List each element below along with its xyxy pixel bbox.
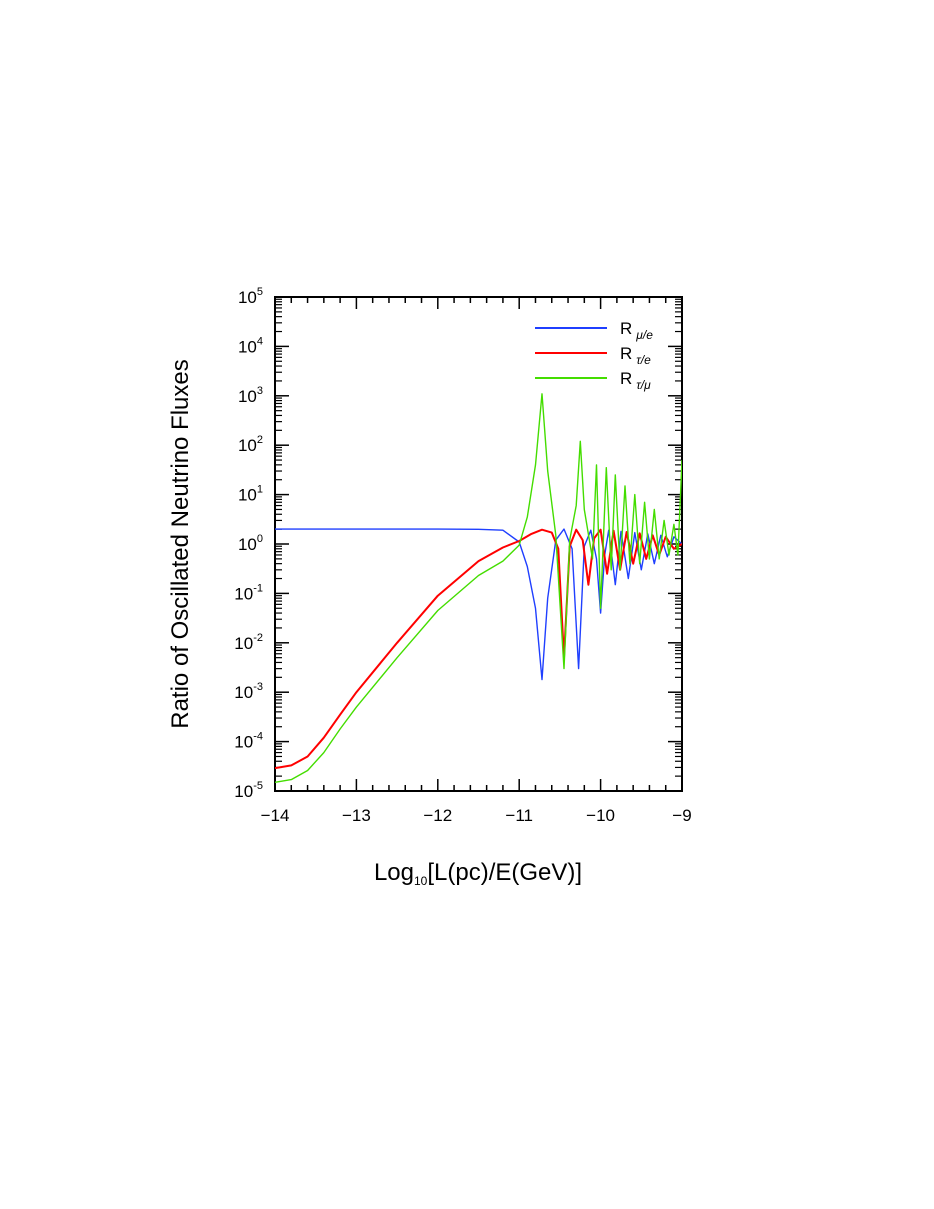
x-tick-labels: −14 −13 −12 −11 −10 −9 xyxy=(261,806,692,825)
y-tick-label: 10-4 xyxy=(234,731,263,752)
y-tick-base: 10 xyxy=(238,288,257,307)
y-tick-label: 104 xyxy=(238,335,263,356)
y-tick-exponent: 0 xyxy=(257,533,263,545)
y-tick-base: 10 xyxy=(234,584,253,603)
y-tick-base: 10 xyxy=(238,436,257,455)
y-tick-exponent: -4 xyxy=(253,731,263,743)
y-tick-exponent: -1 xyxy=(253,582,263,594)
x-tick-label: −12 xyxy=(423,806,452,825)
y-tick-base: 10 xyxy=(234,782,253,801)
x-tick-label: −10 xyxy=(586,806,615,825)
y-tick-exponent: -3 xyxy=(253,681,263,693)
y-tick-label: 105 xyxy=(238,286,263,307)
legend-label-sub: τ/μ xyxy=(636,378,651,392)
legend-label-main: R xyxy=(620,369,632,388)
y-tick-exponent: -2 xyxy=(253,632,263,644)
x-axis-title: Log10[L(pc)/E(GeV)] xyxy=(374,859,582,888)
y-tick-exponent: 3 xyxy=(257,385,263,397)
y-tick-exponent: -5 xyxy=(253,780,263,792)
y-tick-label: 10-2 xyxy=(234,632,263,653)
legend-label-main: R xyxy=(620,344,632,363)
y-tick-base: 10 xyxy=(238,535,257,554)
y-tick-base: 10 xyxy=(234,683,253,702)
x-axis-title-pre: Log xyxy=(374,859,414,886)
y-tick-label: 102 xyxy=(238,434,263,455)
x-axis-title-post: [L(pc)/E(GeV)] xyxy=(427,859,582,886)
x-tick-label: −14 xyxy=(261,806,290,825)
y-tick-label: 10-1 xyxy=(234,582,263,603)
y-tick-label: 10-3 xyxy=(234,681,263,702)
y-tick-exponent: 1 xyxy=(257,484,263,496)
series-line-tau_mu xyxy=(275,393,682,783)
x-axis-title-sub: 10 xyxy=(414,874,428,888)
y-tick-base: 10 xyxy=(238,337,257,356)
major-ticks xyxy=(274,296,683,792)
y-tick-exponent: 4 xyxy=(257,335,263,347)
y-tick-label: 10-5 xyxy=(234,780,263,801)
y-tick-base: 10 xyxy=(234,634,253,653)
x-tick-label: −9 xyxy=(672,806,691,825)
y-tick-label: 100 xyxy=(238,533,263,554)
legend-label-main: R xyxy=(620,319,632,338)
y-tick-base: 10 xyxy=(238,486,257,505)
y-tick-exponent: 2 xyxy=(257,434,263,446)
series-layer xyxy=(275,393,682,783)
y-axis-title: Ratio of Oscillated Neutrino Fluxes xyxy=(167,359,194,729)
y-tick-base: 10 xyxy=(238,387,257,406)
y-tick-label: 103 xyxy=(238,385,263,406)
legend-label-sub: τ/e xyxy=(636,353,651,367)
y-tick-base: 10 xyxy=(234,733,253,752)
minor-ticks xyxy=(275,297,682,791)
x-tick-label: −11 xyxy=(505,806,533,825)
x-tick-label: −13 xyxy=(342,806,371,825)
y-tick-exponent: 5 xyxy=(257,286,263,298)
series-line-tau_e xyxy=(275,528,682,770)
y-tick-label: 101 xyxy=(238,484,263,505)
legend-label-sub: μ/e xyxy=(635,328,653,342)
